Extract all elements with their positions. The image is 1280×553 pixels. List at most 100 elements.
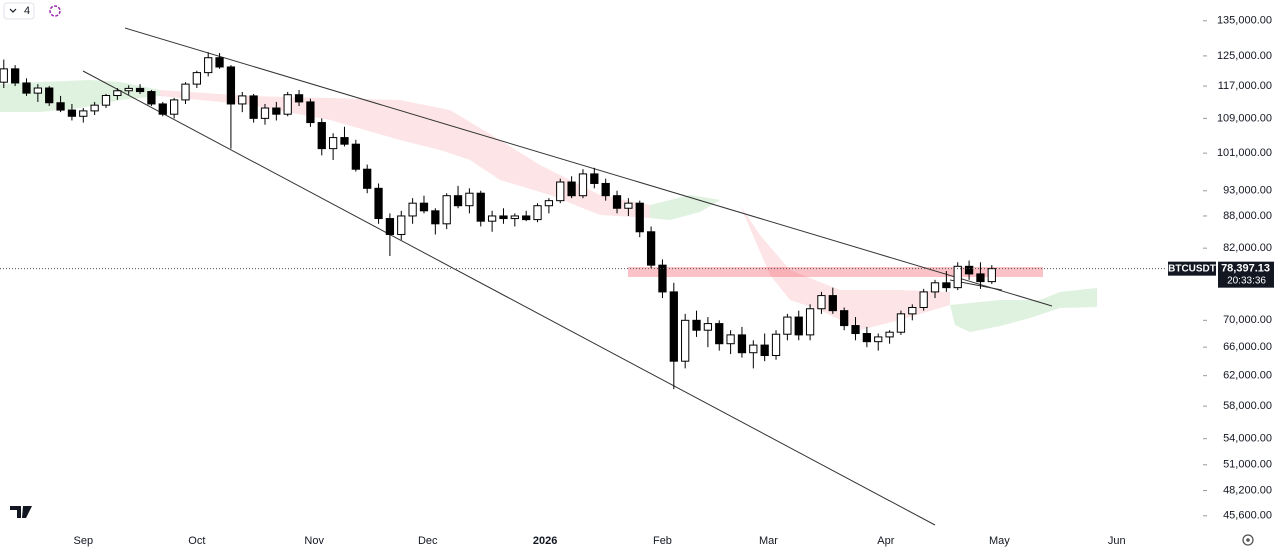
candle-body — [590, 173, 599, 184]
x-tick-label: Apr — [877, 535, 894, 547]
cloud-green — [950, 288, 1097, 332]
y-tick-label: 48,200.00 — [1223, 484, 1272, 496]
chevron-icon — [9, 8, 17, 13]
candle-body — [226, 66, 236, 105]
candle-body — [601, 182, 610, 197]
candle-body — [828, 295, 837, 312]
candle-body — [874, 336, 883, 343]
candle-body — [124, 87, 133, 92]
candle-body — [840, 310, 849, 327]
settings-icon[interactable] — [1242, 534, 1254, 546]
x-tick-label: Nov — [304, 535, 324, 547]
candle-body — [612, 195, 622, 209]
y-tick-label: 58,000.00 — [1223, 400, 1272, 412]
y-tick-label: 51,000.00 — [1223, 459, 1272, 471]
candle-body — [419, 202, 429, 212]
y-tick-label: 54,000.00 — [1223, 433, 1272, 445]
candle-body — [908, 306, 917, 315]
candle-body — [431, 210, 440, 225]
candle-body — [953, 265, 962, 289]
candle-body — [249, 95, 258, 119]
y-tick-label: 93,000.00 — [1223, 185, 1272, 197]
candle-body — [578, 173, 588, 197]
x-tick-label: Sep — [73, 535, 93, 547]
candle-body — [465, 192, 474, 207]
y-tick-label: 45,600.00 — [1223, 510, 1272, 522]
candle-body — [658, 264, 667, 293]
candle-body — [919, 291, 928, 308]
candle-body — [567, 181, 576, 197]
candle-body — [544, 200, 554, 207]
candle-body — [33, 87, 42, 94]
y-tick-label: 62,000.00 — [1223, 370, 1272, 382]
interval-label: 4 — [24, 5, 30, 17]
candle-body — [67, 109, 77, 117]
candles — [0, 52, 996, 390]
candle-body — [113, 90, 122, 97]
y-tick-label: 82,000.00 — [1223, 242, 1272, 254]
candle-body — [794, 316, 803, 336]
x-tick-label: Feb — [653, 535, 672, 547]
candle-body — [135, 87, 145, 93]
candle-body — [533, 205, 542, 221]
toolbar[interactable]: 4 — [3, 2, 61, 20]
price-tag — [1218, 261, 1274, 288]
indicator-icon[interactable] — [49, 5, 61, 17]
candle-body — [340, 137, 349, 145]
interval-button[interactable] — [3, 2, 35, 20]
candle-body — [737, 334, 747, 354]
candle-body — [885, 331, 894, 338]
candle-body — [646, 231, 656, 266]
y-tick-label: 125,000.00 — [1217, 50, 1272, 62]
candle-body — [942, 282, 951, 289]
candle-body — [0, 68, 8, 83]
logo — [10, 506, 32, 518]
candle-body — [294, 94, 304, 103]
trend-line — [82, 70, 936, 526]
candle-body — [351, 143, 360, 170]
x-tick-label: 2026 — [533, 535, 557, 547]
candle-body — [22, 82, 31, 94]
candle-body — [703, 323, 713, 331]
trend-line — [124, 27, 1053, 307]
cloud-green — [650, 195, 720, 220]
candle-body — [238, 95, 247, 105]
x-tick-label: Mar — [759, 535, 778, 547]
y-tick-label: 70,000.00 — [1223, 314, 1272, 326]
candle-body — [215, 57, 224, 68]
y-tick-label: 101,000.00 — [1217, 147, 1272, 159]
candle-body — [283, 94, 292, 115]
candle-body — [964, 265, 974, 275]
candle-body — [397, 215, 406, 235]
candle-body — [169, 99, 179, 115]
candle-body — [930, 282, 940, 293]
candle-body — [976, 273, 985, 283]
candle-body — [692, 319, 701, 331]
last-price-label: 78,397.13 — [1221, 263, 1270, 275]
candle-body — [760, 344, 769, 357]
candle-body — [56, 102, 65, 111]
candle-body — [783, 316, 792, 335]
candle-body — [771, 333, 781, 357]
candle-body — [715, 323, 724, 345]
candle-body — [987, 268, 996, 283]
candle-body — [476, 192, 485, 222]
candle-body — [499, 215, 508, 220]
candle-body — [181, 83, 190, 101]
ichimoku-cloud — [0, 80, 1097, 332]
resistance-zone — [628, 267, 1043, 277]
y-tick-label: 88,000.00 — [1223, 210, 1272, 222]
candle-body — [487, 215, 497, 222]
candle-body — [681, 319, 690, 362]
candle-body — [556, 181, 565, 202]
x-tick-label: Dec — [418, 535, 438, 547]
candle-body — [726, 334, 735, 345]
candle-body — [317, 122, 326, 150]
cloud-red — [160, 90, 650, 218]
candle-body — [272, 107, 281, 115]
countdown-label: 20:33:36 — [1227, 275, 1266, 286]
candle-body — [805, 308, 815, 336]
candle-body — [453, 195, 463, 207]
